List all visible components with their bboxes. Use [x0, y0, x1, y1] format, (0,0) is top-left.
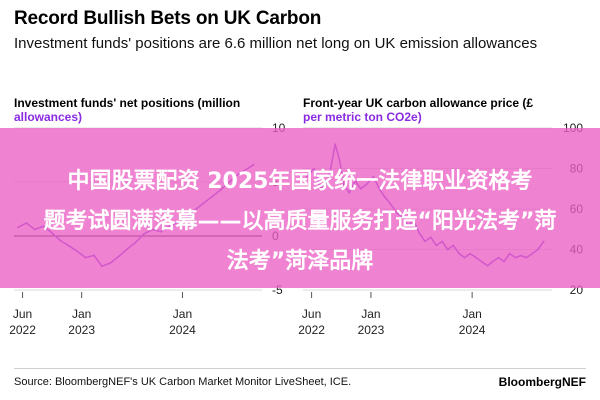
left-panel-title-main: Investment funds' net positions (million	[14, 96, 241, 110]
positions-xtick-year: 2022	[9, 323, 36, 337]
price-xtick-year: 2024	[459, 323, 486, 337]
overlay-banner	[0, 128, 600, 288]
footer-divider	[14, 368, 586, 369]
positions-xtick-year: 2024	[169, 323, 196, 337]
source-note: Source: BloombergNEF's UK Carbon Market …	[14, 376, 352, 388]
positions-xtick-month: Jan	[72, 307, 91, 321]
brand-logo: BloombergNEF	[498, 375, 586, 389]
positions-xtick-month: Jun	[13, 307, 32, 321]
positions-xtick-year: 2023	[68, 323, 95, 337]
positions-ytick-label: -5	[272, 283, 283, 297]
overlay-line-1: 中国股票配资 2025年国家统一法律职业资格考	[67, 169, 533, 194]
price-xtick-year: 2023	[358, 323, 385, 337]
right-panel-title-main: Front-year UK carbon allowance price (£	[303, 96, 534, 110]
chart-subtitle: Investment funds' positions are 6.6 mill…	[14, 35, 538, 52]
overlay-banner-text: 中国股票配资 2025年国家统一法律职业资格考 题考试圆满落幕——以高质量服务打…	[0, 162, 600, 282]
right-panel-title-unit: per metric ton CO2e)	[303, 110, 422, 124]
left-panel-title-unit: allowances)	[14, 110, 83, 124]
overlay-line-3: 法考”菏泽品牌	[226, 249, 374, 274]
left-panel-title: Investment funds' net positions (million…	[14, 96, 264, 124]
price-xtick-year: 2022	[298, 323, 325, 337]
chart-title: Record Bullish Bets on UK Carbon	[14, 8, 322, 29]
price-xtick-month: Jan	[361, 307, 380, 321]
overlay-line-2: 题考试圆满落幕——以高质量服务打造“阳光法考”菏	[43, 209, 557, 234]
price-xtick-month: Jun	[302, 307, 321, 321]
right-panel-title: Front-year UK carbon allowance price (£ …	[303, 96, 573, 124]
price-xtick-month: Jan	[462, 307, 481, 321]
positions-xtick-month: Jan	[173, 307, 192, 321]
